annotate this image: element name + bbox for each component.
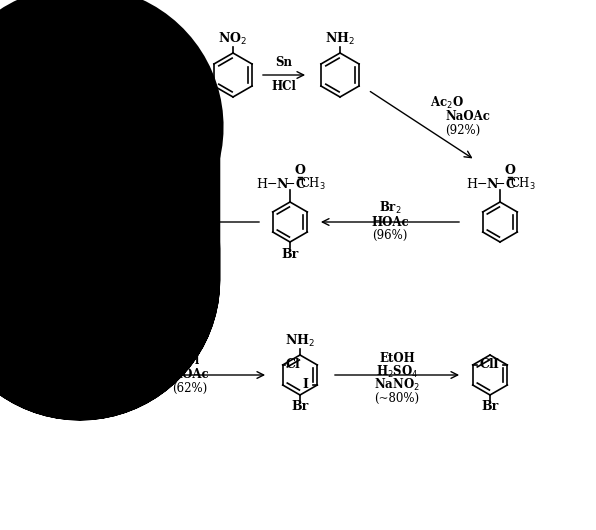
Text: HCl: HCl xyxy=(30,284,55,296)
Text: −: − xyxy=(57,178,67,190)
Text: Cl$_2$: Cl$_2$ xyxy=(177,200,197,216)
Text: NaOAc: NaOAc xyxy=(445,110,490,123)
Text: NO$_2$: NO$_2$ xyxy=(219,31,247,47)
Text: −: − xyxy=(74,178,85,190)
Text: HOAc: HOAc xyxy=(371,216,409,228)
Text: −: − xyxy=(267,178,277,190)
Text: Sn: Sn xyxy=(275,57,293,69)
Text: Cl: Cl xyxy=(66,206,80,218)
Text: Br$_2$: Br$_2$ xyxy=(378,200,401,216)
Text: ICl: ICl xyxy=(181,355,200,367)
Text: NaNO$_2$: NaNO$_2$ xyxy=(374,377,420,393)
Text: Cl: Cl xyxy=(285,358,300,372)
Text: HNO$_3$: HNO$_3$ xyxy=(156,55,194,71)
Text: N: N xyxy=(66,178,77,190)
Text: Br: Br xyxy=(72,401,89,413)
Text: O: O xyxy=(294,163,305,176)
Text: HCl: HCl xyxy=(272,81,296,93)
Text: N: N xyxy=(277,178,288,190)
Text: EtOH: EtOH xyxy=(379,352,415,366)
Text: NH$_2$: NH$_2$ xyxy=(65,333,95,349)
Text: HCl: HCl xyxy=(55,298,80,312)
Text: HOAc: HOAc xyxy=(171,368,209,382)
Text: |: | xyxy=(73,287,77,299)
Text: (92%): (92%) xyxy=(445,123,480,137)
Text: −: − xyxy=(285,178,295,190)
Text: C: C xyxy=(505,178,515,190)
Text: Br: Br xyxy=(291,401,309,413)
Text: NH$_2$: NH$_2$ xyxy=(285,333,315,349)
Text: H$_2$SO$_4$: H$_2$SO$_4$ xyxy=(154,79,196,95)
Text: −: − xyxy=(477,178,488,190)
Text: Cl: Cl xyxy=(66,358,80,372)
Text: NH$_2$: NH$_2$ xyxy=(325,31,355,47)
Text: H: H xyxy=(467,178,477,190)
Text: Br: Br xyxy=(72,248,89,261)
Text: HOAc: HOAc xyxy=(168,216,206,228)
Text: O: O xyxy=(85,163,95,176)
Text: Cl: Cl xyxy=(479,358,494,372)
Text: (~80%): (~80%) xyxy=(374,392,420,404)
Text: −: − xyxy=(495,178,505,190)
Text: I: I xyxy=(492,358,498,372)
Text: CH$_3$: CH$_3$ xyxy=(300,176,326,192)
Text: EtOH: EtOH xyxy=(30,269,66,281)
Text: Br: Br xyxy=(281,248,299,261)
Text: C: C xyxy=(295,178,305,190)
Text: H: H xyxy=(256,178,268,190)
Text: N: N xyxy=(486,178,498,190)
Text: I: I xyxy=(302,378,308,392)
Text: (95%): (95%) xyxy=(169,228,204,242)
Text: CH$_3$: CH$_3$ xyxy=(90,176,116,192)
Text: CH$_3$: CH$_3$ xyxy=(510,176,536,192)
Text: H$_2$SO$_4$: H$_2$SO$_4$ xyxy=(376,364,418,380)
Text: (91%): (91%) xyxy=(45,312,80,324)
Text: (96%): (96%) xyxy=(372,228,408,242)
Text: (91%): (91%) xyxy=(30,298,65,312)
Text: Ac$_2$O: Ac$_2$O xyxy=(430,95,464,111)
Text: C: C xyxy=(85,178,95,190)
Text: O: O xyxy=(505,163,516,176)
Text: H: H xyxy=(46,178,57,190)
Text: Br: Br xyxy=(482,401,499,413)
Text: EtOH: EtOH xyxy=(44,273,80,287)
Text: (62%): (62%) xyxy=(172,382,207,394)
